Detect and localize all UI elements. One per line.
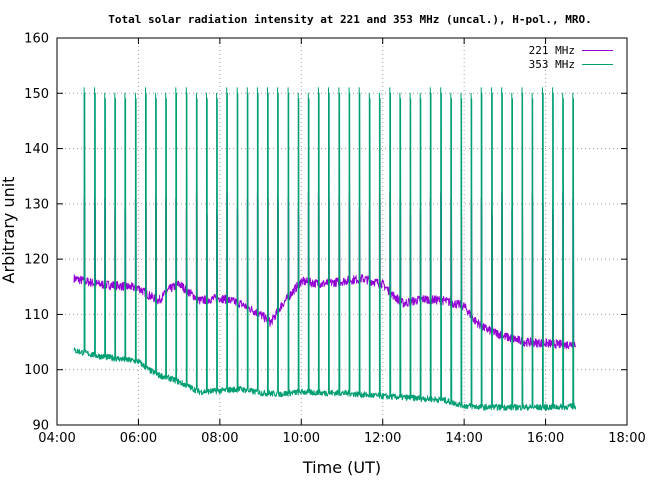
x-tick-label: 16:00 [527,431,564,446]
y-axis-title: Arbitrary unit [0,177,18,284]
legend-label-353: 353 MHz [529,58,575,71]
series-line-353-mhz [73,87,577,411]
y-tick-label: 90 [32,419,49,434]
y-tick-label: 140 [24,142,49,157]
plot-frame [56,37,628,426]
x-tick-label: 18:00 [608,431,645,446]
x-tick-label: 06:00 [120,431,157,446]
grid-layer [57,38,627,425]
x-tick-label: 08:00 [201,431,238,446]
tick-layer: 04:00 06:00 08:00 10:00 12:00 14:00 16:00 18:00… [24,32,646,447]
y-tick-label: 110 [24,308,49,323]
y-tick-label: 120 [24,253,49,268]
x-axis-title: Time (UT) [302,458,381,477]
y-tick-label: 130 [24,197,49,212]
y-tick-label: 150 [24,87,49,102]
x-tick-label: 12:00 [364,431,401,446]
x-tick-label: 04:00 [38,431,75,446]
legend-label-221: 221 MHz [529,44,575,57]
x-tick-label: 14:00 [445,431,482,446]
y-tick-label: 160 [24,32,49,47]
chart-title: Total solar radiation intensity at 221 a… [108,13,591,26]
legend: 221 MHz 353 MHz [529,44,613,71]
y-tick-label: 100 [24,363,49,378]
x-tick-label: 10:00 [283,431,320,446]
series-layer [73,87,577,411]
